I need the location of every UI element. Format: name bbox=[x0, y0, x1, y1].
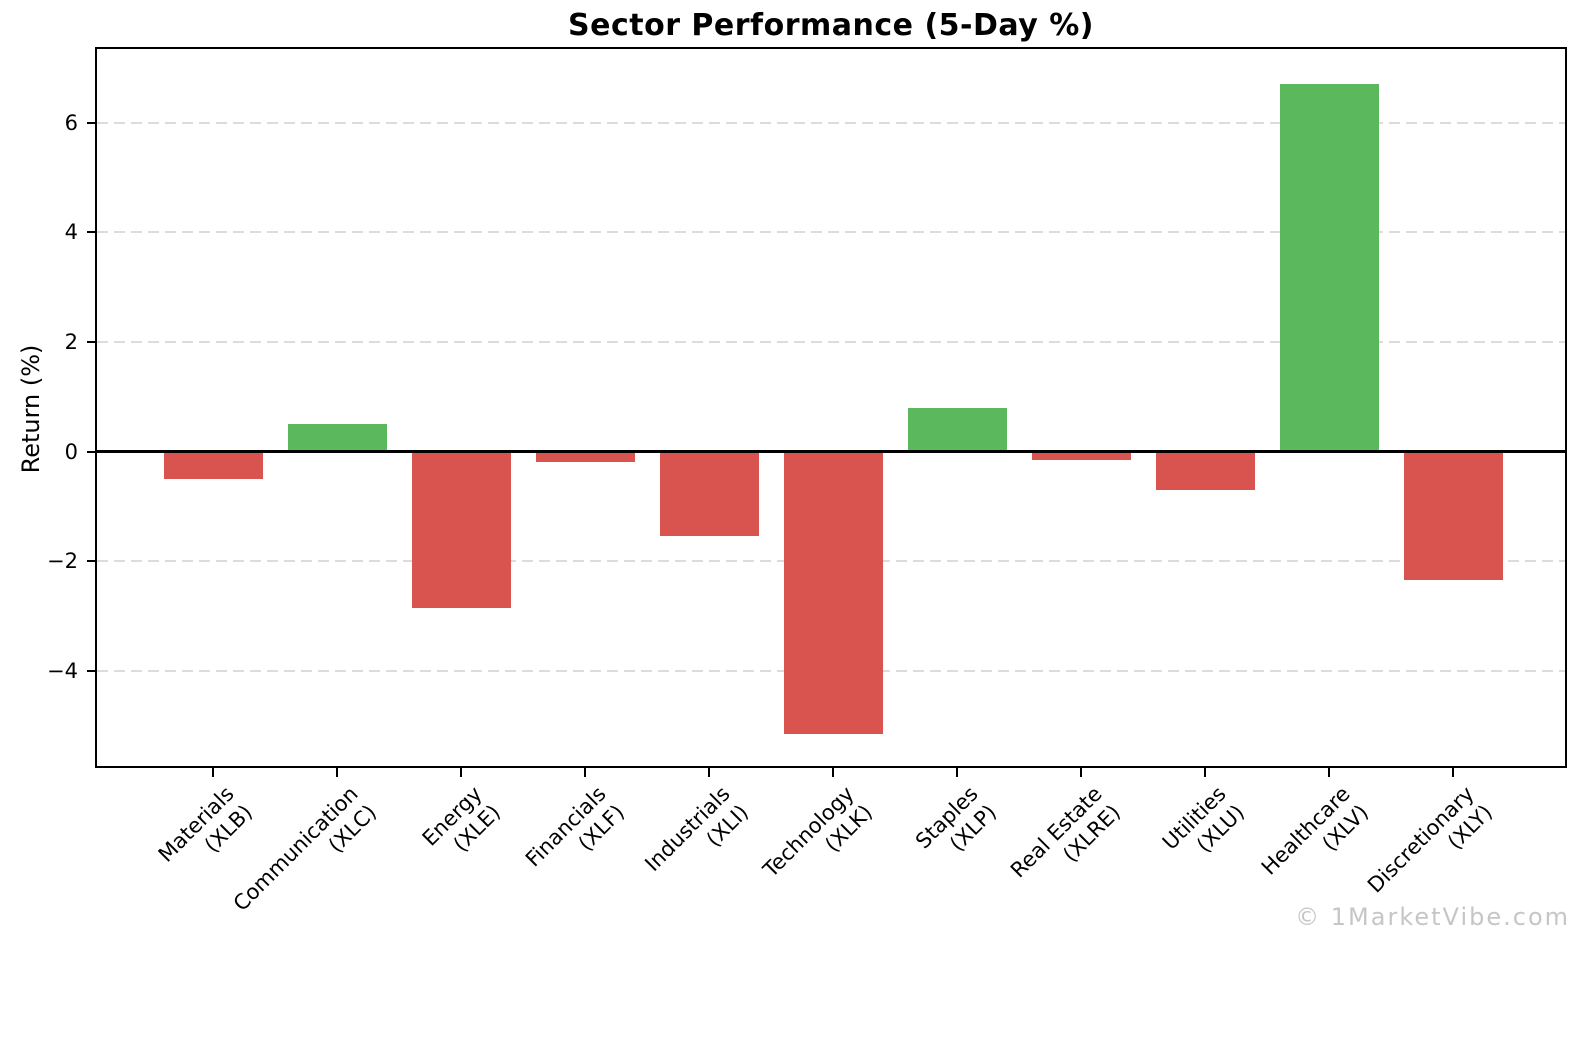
y-tick-mark bbox=[87, 669, 95, 672]
bar-xlp bbox=[907, 407, 1007, 452]
x-tick-mark bbox=[832, 768, 834, 777]
x-tick-mark bbox=[1328, 768, 1330, 777]
x-tick-mark bbox=[956, 768, 958, 777]
y-tick-label-6: 6 bbox=[64, 110, 78, 135]
bar-xlc bbox=[287, 424, 387, 452]
y-tick-label-0: 0 bbox=[64, 439, 78, 464]
gridline-6 bbox=[97, 121, 1565, 124]
y-tick-label-−4: −4 bbox=[47, 658, 78, 683]
x-tick-mark bbox=[336, 768, 338, 777]
x-tick-mark bbox=[460, 768, 462, 777]
y-tick-mark bbox=[87, 121, 95, 124]
bar-xlb bbox=[163, 451, 263, 479]
gridline-4 bbox=[97, 231, 1565, 234]
bar-xlv bbox=[1279, 84, 1379, 452]
y-tick-label-−2: −2 bbox=[47, 549, 78, 574]
y-tick-mark bbox=[87, 560, 95, 563]
x-tick-mark bbox=[212, 768, 214, 777]
x-tick-mark bbox=[1080, 768, 1082, 777]
watermark: © 1MarketVibe.com bbox=[1295, 903, 1570, 931]
x-tick-mark bbox=[584, 768, 586, 777]
x-tick-mark bbox=[708, 768, 710, 777]
bar-xlre bbox=[1031, 451, 1131, 460]
x-tick-mark bbox=[1204, 768, 1206, 777]
bar-xly bbox=[1403, 451, 1503, 581]
sector-performance-bar-chart: Sector Performance (5-Day %) Return (%) … bbox=[17, 8, 1570, 931]
y-tick-label-2: 2 bbox=[64, 329, 78, 354]
y-tick-mark bbox=[87, 340, 95, 343]
bar-xlk bbox=[783, 451, 883, 734]
bar-xlf bbox=[535, 451, 635, 463]
bar-xlu bbox=[1155, 451, 1255, 490]
gridline-2 bbox=[97, 340, 1565, 343]
zero-line bbox=[97, 450, 1565, 453]
y-tick-mark bbox=[87, 450, 95, 453]
y-tick-label-4: 4 bbox=[64, 220, 78, 245]
bar-xli bbox=[659, 451, 759, 537]
y-tick-mark bbox=[87, 231, 95, 234]
x-tick-mark bbox=[1452, 768, 1454, 777]
bar-xle bbox=[411, 451, 511, 608]
chart-title: Sector Performance (5-Day %) bbox=[568, 8, 1094, 43]
